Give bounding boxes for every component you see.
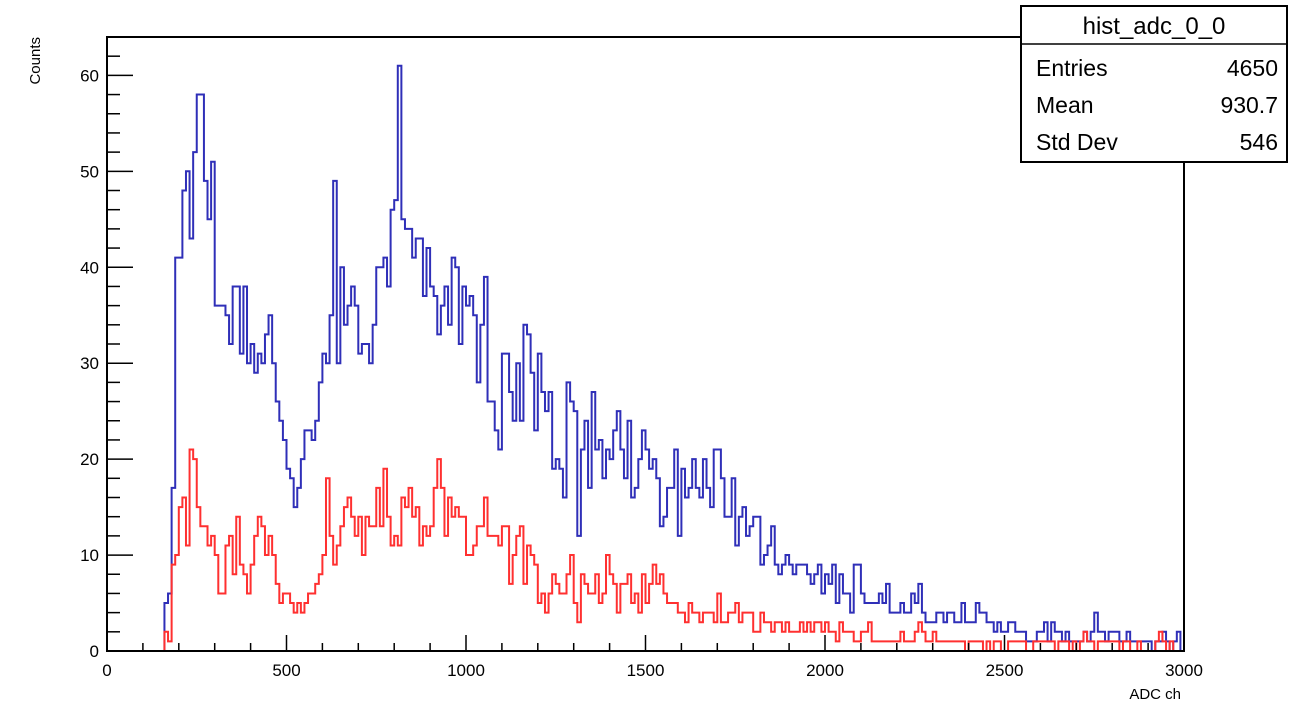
- x-tick-label: 3000: [1165, 661, 1203, 680]
- y-tick-label: 20: [80, 450, 99, 469]
- y-tick-label: 40: [80, 258, 99, 277]
- y-tick-label: 60: [80, 66, 99, 85]
- x-axis-label: ADC ch: [1129, 686, 1181, 703]
- stats-title: hist_adc_0_0: [1083, 13, 1226, 40]
- stats-entries-value: 4650: [1227, 55, 1278, 81]
- x-tick-label: 1500: [627, 661, 665, 680]
- stats-mean-value: 930.7: [1220, 92, 1278, 118]
- stats-entries-label: Entries: [1036, 55, 1108, 81]
- x-tick-label: 500: [272, 661, 300, 680]
- x-tick-label: 2500: [986, 661, 1024, 680]
- histogram-series-1: [107, 448, 1175, 652]
- x-tick-label: 0: [102, 661, 111, 680]
- stats-stddev-value: 546: [1240, 129, 1278, 155]
- stats-mean-label: Mean: [1036, 92, 1094, 118]
- axis-layer: 0 500 1000 1500 2000 2500 3000 0 10 20 30 40 50 60: [80, 55, 1203, 680]
- stats-box: hist_adc_0_0 Entries 4650 Mean 930.7 Std…: [1020, 5, 1288, 163]
- y-tick-label: 30: [80, 354, 99, 373]
- x-tick-label: 2000: [806, 661, 844, 680]
- series-layer: [107, 64, 1182, 652]
- y-axis-label: Counts: [27, 37, 44, 85]
- y-tick-label: 10: [80, 546, 99, 565]
- stats-stddev-label: Std Dev: [1036, 129, 1118, 155]
- x-tick-label: 1000: [447, 661, 485, 680]
- y-tick-label: 50: [80, 162, 99, 181]
- y-tick-label: 0: [90, 642, 99, 661]
- histogram-series-0: [107, 64, 1182, 652]
